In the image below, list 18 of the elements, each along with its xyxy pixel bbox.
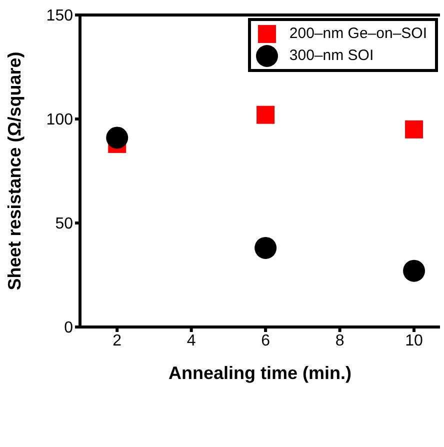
x-axis-title: Annealing time (min.) bbox=[168, 363, 352, 383]
x-tick-label: 6 bbox=[261, 332, 270, 350]
y-tick-label: 150 bbox=[46, 8, 74, 25]
x-tick-label: 8 bbox=[335, 332, 344, 350]
y-tick-label: 50 bbox=[55, 216, 74, 233]
legend-label: 300–nm SOI bbox=[289, 46, 374, 66]
point bbox=[403, 260, 426, 282]
point bbox=[254, 236, 277, 259]
y-axis-title: Sheet resistance (Ω/square) bbox=[4, 52, 24, 290]
point bbox=[106, 126, 128, 149]
x-tick-label: 10 bbox=[405, 332, 424, 350]
point bbox=[256, 106, 275, 124]
y-tick-label: 100 bbox=[46, 112, 74, 129]
y-tick-label: 0 bbox=[64, 320, 74, 337]
x-tick-label: 4 bbox=[186, 332, 196, 350]
point bbox=[405, 120, 424, 138]
x-tick-label: 2 bbox=[112, 332, 122, 350]
legend-label: 200–nm Ge–on–SOI bbox=[289, 24, 427, 44]
